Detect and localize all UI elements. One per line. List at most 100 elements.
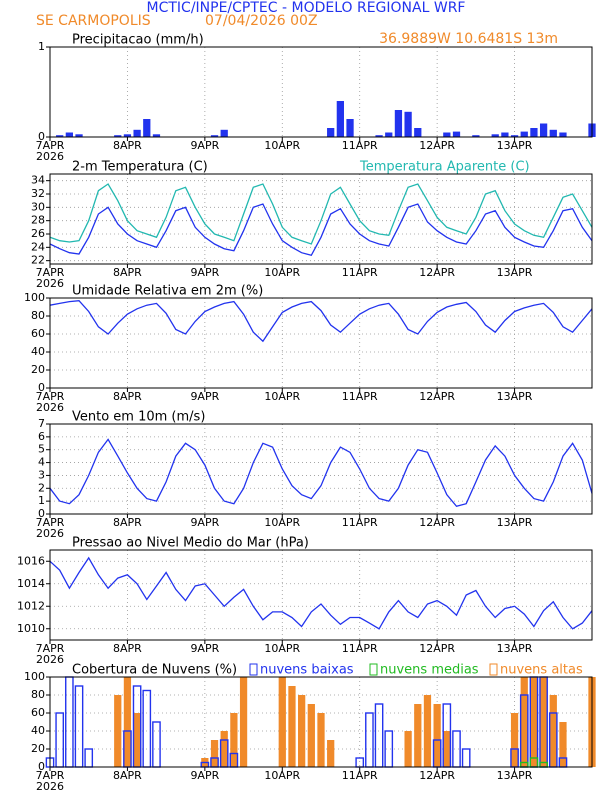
bar — [559, 722, 567, 767]
legend-label: nuvens altas — [500, 663, 583, 678]
y-tick-label: 30 — [31, 200, 45, 213]
bar — [520, 131, 528, 137]
y-tick-label: 60 — [31, 706, 45, 719]
x-tick-label: 11APR — [342, 266, 378, 279]
bar — [404, 111, 412, 137]
x-tick-label: 12APR — [419, 642, 455, 655]
bar — [452, 730, 461, 768]
line — [49, 300, 593, 343]
bar — [123, 134, 132, 137]
x-year: 2026 — [36, 150, 64, 163]
bar — [239, 677, 248, 767]
bar — [520, 677, 528, 767]
bar — [549, 129, 557, 137]
plot-frame — [49, 549, 593, 641]
y-tick-label: 5 — [38, 443, 45, 456]
y-tick-label: 1010 — [17, 622, 45, 635]
x-tick-label: 7APR — [36, 390, 65, 403]
bar — [230, 713, 238, 767]
x-tick-label: 10APR — [264, 139, 300, 152]
plot-frame — [49, 46, 593, 138]
y-tick-label: 32 — [31, 187, 45, 200]
panel-title: 2-m Temperatura (C) — [72, 160, 208, 175]
x-tick-label: 11APR — [342, 390, 378, 403]
x-tick-label: 12APR — [419, 769, 455, 782]
y-tick-label: 0 — [38, 130, 45, 143]
bar — [210, 135, 219, 137]
bar — [114, 695, 122, 767]
x-tick-label: 8APR — [113, 390, 142, 403]
bar — [472, 135, 480, 137]
x-tick-label: 7APR — [36, 266, 65, 279]
bar — [55, 712, 65, 768]
y-tick-label: 20 — [31, 742, 45, 755]
location: SE CARMOPOLIS — [36, 13, 151, 29]
y-tick-label: 6 — [38, 430, 45, 443]
bar — [510, 713, 519, 767]
line — [49, 183, 593, 245]
bar — [375, 135, 383, 137]
x-tick-label: 13APR — [497, 769, 533, 782]
y-tick-label: 1 — [38, 40, 45, 53]
bar — [65, 676, 74, 768]
panel-title: Precipitacao (mm/h) — [72, 33, 204, 48]
y-tick-label: 0 — [38, 381, 45, 394]
legend-swatch — [369, 663, 378, 676]
panel-title: Cobertura de Nuvens (%) — [72, 663, 237, 678]
x-tick-label: 13APR — [497, 516, 533, 529]
legend-label: Temperatura Aparente (C) — [359, 160, 530, 175]
bar — [317, 713, 325, 767]
x-tick-label: 10APR — [264, 769, 300, 782]
y-tick-label: 80 — [31, 309, 45, 322]
y-tick-label: 60 — [31, 327, 45, 340]
x-tick-label: 11APR — [342, 642, 378, 655]
x-year: 2026 — [36, 780, 64, 792]
legend-swatch — [489, 663, 498, 676]
x-tick-label: 12APR — [419, 390, 455, 403]
y-tick-label: 24 — [31, 240, 45, 253]
y-tick-label: 1014 — [17, 577, 45, 590]
bar — [220, 129, 228, 137]
bar — [461, 748, 471, 768]
x-year: 2026 — [36, 401, 64, 414]
bar — [510, 135, 519, 137]
panel: 1010 1012 1014 1016 7APR 8APR 9APR 10APR 11APR 12… — [17, 536, 593, 666]
y-tick-label: 22 — [31, 254, 45, 267]
x-tick-label: 13APR — [497, 139, 533, 152]
y-tick-label: 26 — [31, 227, 45, 240]
panel-title: Pressao ao Nivel Medio do Mar (hPa) — [72, 536, 309, 551]
x-tick-label: 9APR — [190, 266, 219, 279]
plot-frame — [49, 297, 593, 389]
bar — [327, 740, 335, 767]
bar — [394, 110, 403, 137]
x-tick-label: 13APR — [497, 390, 533, 403]
plot-frame — [49, 676, 593, 768]
x-tick-label: 12APR — [419, 139, 455, 152]
x-tick-label: 7APR — [36, 516, 65, 529]
line — [49, 203, 593, 257]
y-tick-label: 34 — [31, 174, 45, 187]
bar — [365, 712, 374, 768]
bar — [298, 695, 306, 767]
page-title: MCTIC/INPE/CPTEC - MODELO REGIONAL WRF — [147, 0, 466, 16]
y-tick-label: 40 — [31, 345, 45, 358]
x-year: 2026 — [36, 527, 64, 540]
bar — [385, 132, 393, 137]
bar — [530, 677, 538, 767]
line — [49, 438, 593, 508]
y-tick-label: 3 — [38, 468, 45, 481]
y-tick-label: 1012 — [17, 599, 45, 612]
panel: 0 20 40 60 80 100 7APR 8APR 9APR 10APR 11APR 12APR 1… — [24, 663, 596, 792]
y-tick-label: 7 — [38, 417, 45, 430]
x-tick-label: 9APR — [190, 642, 219, 655]
bar — [414, 704, 422, 767]
run-time: 07/04/2026 00Z — [205, 13, 318, 29]
bar — [452, 131, 461, 137]
bar — [114, 135, 122, 137]
bar — [56, 135, 64, 137]
bar — [336, 101, 344, 137]
x-tick-label: 7APR — [36, 139, 65, 152]
bar — [423, 695, 432, 767]
y-tick-label: 100 — [24, 670, 45, 683]
